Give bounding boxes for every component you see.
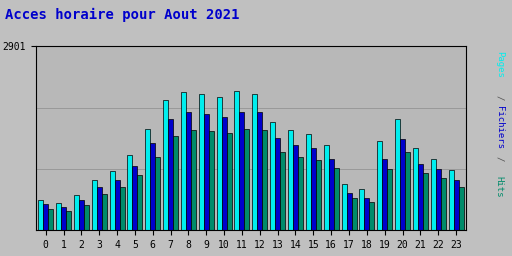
Bar [145, 129, 150, 230]
Bar [209, 131, 214, 230]
Bar [405, 152, 410, 230]
Bar [199, 94, 204, 230]
Bar [347, 193, 352, 230]
Bar [84, 205, 89, 230]
Bar [163, 100, 168, 230]
Bar [43, 204, 48, 230]
Bar [306, 134, 311, 230]
Bar [324, 145, 329, 230]
Bar [288, 130, 293, 230]
Bar [127, 155, 133, 230]
Bar [387, 169, 392, 230]
Text: Acces horaire pour Aout 2021: Acces horaire pour Aout 2021 [5, 8, 240, 22]
Bar [222, 117, 227, 230]
Bar [270, 122, 275, 230]
Bar [92, 179, 97, 230]
Bar [168, 119, 173, 230]
Bar [449, 170, 454, 230]
Bar [436, 169, 441, 230]
Bar [97, 187, 102, 230]
Text: /: / [495, 156, 504, 161]
Bar [234, 91, 240, 230]
Bar [240, 112, 244, 230]
Bar [191, 130, 196, 230]
Text: Hits: Hits [495, 176, 504, 198]
Bar [369, 202, 374, 230]
Bar [275, 138, 280, 230]
Bar [454, 179, 459, 230]
Bar [365, 198, 369, 230]
Bar [227, 133, 231, 230]
Bar [244, 129, 249, 230]
Bar [38, 200, 43, 230]
Bar [280, 152, 285, 230]
Bar [56, 203, 61, 230]
Bar [110, 171, 115, 230]
Bar [334, 168, 338, 230]
Bar [293, 145, 298, 230]
Bar [66, 211, 71, 230]
Bar [382, 159, 387, 230]
Bar [395, 119, 400, 230]
Bar [418, 164, 423, 230]
Bar [423, 173, 428, 230]
Bar [316, 160, 321, 230]
Bar [74, 195, 79, 230]
Bar [431, 159, 436, 230]
Text: Fichiers: Fichiers [495, 106, 504, 150]
Bar [252, 94, 258, 230]
Bar [61, 207, 66, 230]
Bar [311, 148, 316, 230]
Bar [217, 97, 222, 230]
Bar [155, 157, 160, 230]
Bar [181, 92, 186, 230]
Bar [352, 198, 356, 230]
Bar [400, 139, 405, 230]
Bar [258, 112, 262, 230]
Bar [133, 166, 137, 230]
Bar [298, 157, 303, 230]
Bar [342, 184, 347, 230]
Bar [137, 175, 142, 230]
Bar [262, 130, 267, 230]
Bar [359, 189, 365, 230]
Bar [48, 209, 53, 230]
Bar [459, 187, 463, 230]
Bar [173, 136, 178, 230]
Bar [150, 143, 155, 230]
Bar [186, 112, 191, 230]
Text: Pages: Pages [495, 51, 504, 77]
Bar [329, 159, 334, 230]
Text: /: / [495, 95, 504, 100]
Bar [441, 178, 446, 230]
Bar [102, 194, 106, 230]
Bar [79, 200, 84, 230]
Bar [413, 148, 418, 230]
Bar [119, 187, 124, 230]
Bar [377, 142, 382, 230]
Bar [204, 114, 209, 230]
Bar [115, 180, 119, 230]
